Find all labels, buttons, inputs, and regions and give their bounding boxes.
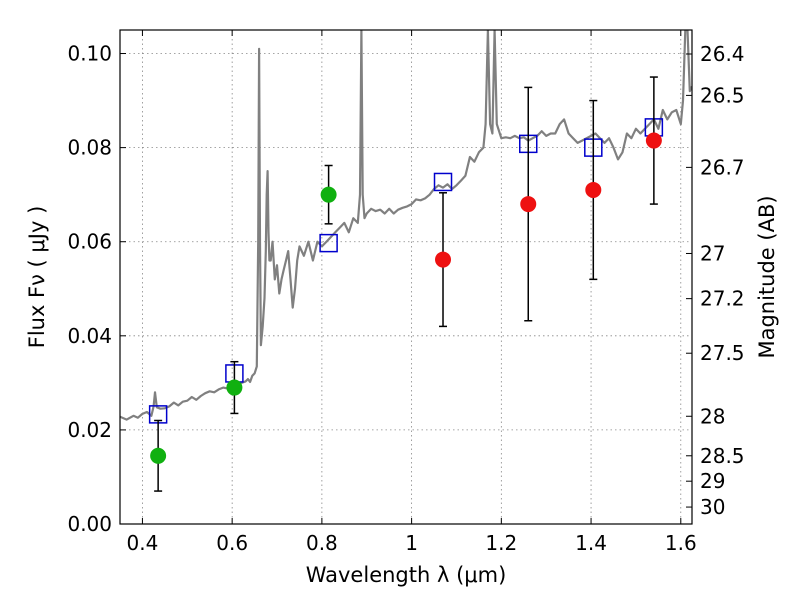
y-tick-label: 0.06: [67, 230, 112, 254]
model-flux-square: [433, 172, 453, 192]
observed-point-green: [226, 379, 243, 396]
plot-area: [120, 30, 692, 492]
x-tick-label: 0.6: [216, 531, 248, 555]
right-axis-title: Magnitude (AB): [755, 195, 779, 358]
y2-tick-label: 26.4: [700, 42, 745, 66]
spectrum-line: [120, 30, 692, 421]
y-tick-label: 0.04: [67, 324, 112, 348]
x-tick-label: 1: [405, 531, 418, 555]
x-axis-title: Wavelength λ (μm): [306, 563, 507, 587]
x-tick-label: 1.6: [665, 531, 697, 555]
observed-point-green: [320, 186, 337, 203]
grid-lines: [120, 30, 692, 525]
observed-point-red: [645, 132, 662, 149]
observed-point-green: [150, 447, 167, 464]
plot-frame: [119, 29, 693, 525]
x-tick-label: 1.2: [485, 531, 517, 555]
y-tick-label: 0.08: [67, 136, 112, 160]
y2-tick-label: 26.5: [700, 83, 745, 107]
observed-point-red: [435, 251, 452, 268]
observed-point-red: [520, 196, 537, 213]
y2-tick-label: 28: [700, 404, 725, 428]
model-flux-square: [319, 233, 338, 253]
x-tick-label: 0.4: [127, 531, 159, 555]
y-tick-label: 0.10: [67, 42, 112, 66]
y-tick-label: 0.02: [67, 418, 112, 442]
y2-tick-label: 30: [700, 495, 725, 519]
observed-point-red: [585, 181, 602, 198]
y2-tick-label: 29: [700, 469, 725, 493]
x-tick-label: 1.4: [575, 531, 607, 555]
y2-tick-label: 26.7: [700, 155, 745, 179]
axis-ticks: 0.4 0.6 0.8 1 1.2 1.4 1.6 0.00 0.02 0.04 0.06 0.08 0…: [67, 30, 745, 555]
y-tick-label: 0.00: [67, 512, 112, 536]
y2-tick-label: 28.5: [700, 444, 745, 468]
x-tick-label: 0.8: [306, 531, 338, 555]
y2-tick-label: 27.5: [700, 341, 745, 365]
y-axis-title: Flux Fν ( μJy ): [25, 206, 49, 349]
y2-tick-label: 27: [700, 241, 725, 265]
y2-tick-label: 27.2: [700, 287, 745, 311]
